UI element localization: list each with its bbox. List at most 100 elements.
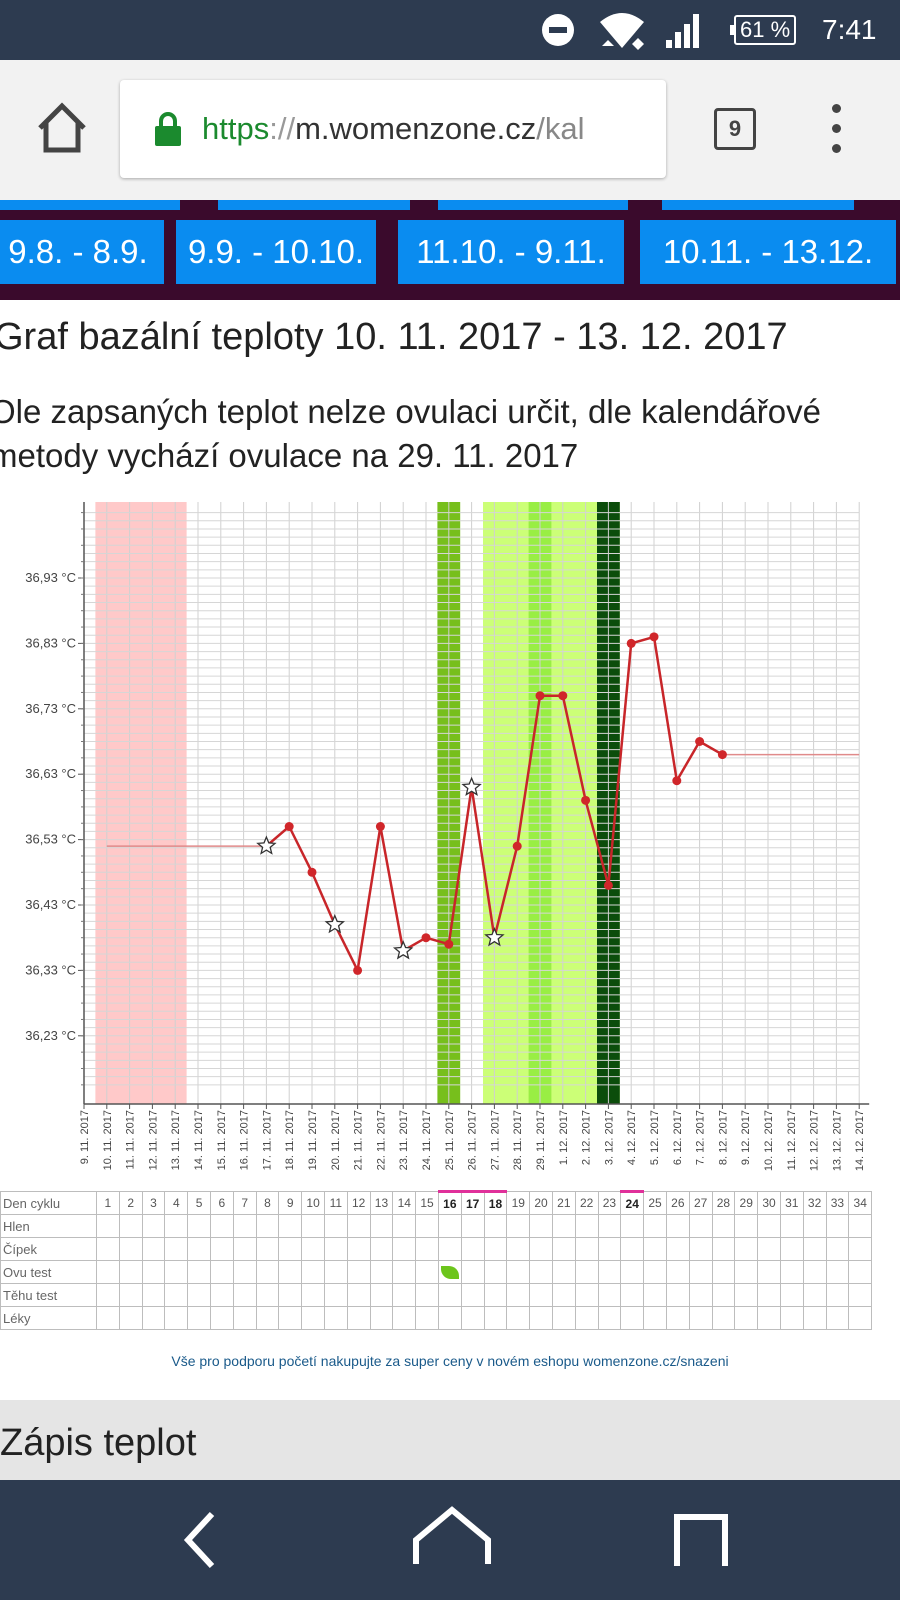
table-cell[interactable]	[483, 1237, 508, 1261]
cycle-day-cell[interactable]: 24	[620, 1190, 645, 1215]
table-cell[interactable]	[118, 1237, 143, 1261]
table-cell[interactable]	[643, 1260, 667, 1284]
table-cell[interactable]	[437, 1237, 462, 1261]
table-cell[interactable]	[437, 1214, 462, 1238]
table-cell[interactable]	[118, 1306, 143, 1330]
table-cell[interactable]	[711, 1283, 736, 1307]
table-cell[interactable]	[164, 1306, 189, 1330]
cycle-day-cell[interactable]: 11	[323, 1191, 348, 1215]
cycle-day-cell[interactable]: 23	[597, 1191, 622, 1215]
table-cell[interactable]	[369, 1260, 394, 1284]
table-cell[interactable]	[643, 1306, 667, 1330]
table-cell[interactable]	[529, 1283, 553, 1307]
tabs-icon[interactable]: 9	[714, 108, 756, 150]
table-cell[interactable]	[711, 1214, 736, 1238]
cycle-day-cell[interactable]: 21	[551, 1191, 576, 1215]
table-cell[interactable]	[141, 1306, 166, 1330]
cycle-day-cell[interactable]: 19	[506, 1191, 531, 1215]
table-cell[interactable]	[643, 1283, 667, 1307]
table-cell[interactable]	[483, 1283, 508, 1307]
table-cell[interactable]	[574, 1237, 599, 1261]
table-cell[interactable]	[346, 1260, 371, 1284]
table-cell[interactable]	[255, 1214, 280, 1238]
table-cell[interactable]	[551, 1283, 576, 1307]
cycle-day-cell[interactable]: 30	[757, 1191, 781, 1215]
table-cell[interactable]	[209, 1260, 234, 1284]
table-cell[interactable]	[460, 1260, 485, 1284]
table-cell[interactable]	[209, 1283, 234, 1307]
table-cell[interactable]	[734, 1306, 759, 1330]
table-cell[interactable]	[278, 1260, 303, 1284]
table-cell[interactable]	[255, 1237, 280, 1261]
table-cell[interactable]	[574, 1260, 599, 1284]
cycle-day-cell[interactable]: 10	[301, 1191, 325, 1215]
table-cell[interactable]	[301, 1260, 325, 1284]
cycle-day-cell[interactable]: 9	[278, 1191, 303, 1215]
cycle-day-cell[interactable]: 3	[141, 1191, 166, 1215]
table-cell[interactable]	[620, 1283, 645, 1307]
table-cell[interactable]	[848, 1283, 873, 1307]
table-cell[interactable]	[301, 1283, 325, 1307]
back-icon[interactable]	[180, 1510, 220, 1570]
overflow-menu-icon[interactable]	[826, 104, 846, 154]
table-cell[interactable]	[369, 1306, 394, 1330]
table-cell[interactable]	[688, 1306, 713, 1330]
table-cell[interactable]	[665, 1306, 690, 1330]
table-cell[interactable]	[665, 1214, 690, 1238]
table-cell[interactable]	[734, 1283, 759, 1307]
table-cell[interactable]	[620, 1260, 645, 1284]
cycle-day-cell[interactable]: 33	[825, 1191, 850, 1215]
table-cell[interactable]	[278, 1306, 303, 1330]
table-cell[interactable]	[415, 1283, 439, 1307]
table-cell[interactable]	[141, 1237, 166, 1261]
table-cell[interactable]	[734, 1260, 759, 1284]
table-cell[interactable]	[529, 1237, 553, 1261]
table-cell[interactable]	[141, 1214, 166, 1238]
table-cell[interactable]	[506, 1260, 531, 1284]
table-cell[interactable]	[688, 1260, 713, 1284]
cycle-day-cell[interactable]: 29	[734, 1191, 759, 1215]
table-cell[interactable]	[757, 1306, 781, 1330]
table-cell[interactable]	[141, 1260, 166, 1284]
table-cell[interactable]	[392, 1237, 417, 1261]
table-cell[interactable]	[323, 1260, 348, 1284]
cycle-day-cell[interactable]: 1	[96, 1191, 120, 1215]
table-cell[interactable]	[597, 1237, 622, 1261]
table-cell[interactable]	[392, 1306, 417, 1330]
table-cell[interactable]	[757, 1260, 781, 1284]
table-cell[interactable]	[597, 1306, 622, 1330]
cycle-day-cell[interactable]: 14	[392, 1191, 417, 1215]
table-cell[interactable]	[209, 1237, 234, 1261]
table-cell[interactable]	[665, 1237, 690, 1261]
table-cell[interactable]	[392, 1214, 417, 1238]
table-cell[interactable]	[848, 1260, 873, 1284]
table-cell[interactable]	[278, 1237, 303, 1261]
table-cell[interactable]	[483, 1306, 508, 1330]
table-cell[interactable]	[369, 1237, 394, 1261]
table-cell[interactable]	[187, 1260, 211, 1284]
table-cell[interactable]	[209, 1214, 234, 1238]
table-cell[interactable]	[392, 1260, 417, 1284]
table-cell[interactable]	[437, 1283, 462, 1307]
table-cell[interactable]	[96, 1306, 120, 1330]
table-cell[interactable]	[757, 1283, 781, 1307]
table-cell[interactable]	[620, 1214, 645, 1238]
table-cell[interactable]	[688, 1237, 713, 1261]
cycle-day-cell[interactable]: 27	[688, 1191, 713, 1215]
table-cell[interactable]	[141, 1283, 166, 1307]
cycle-day-cell[interactable]: 22	[574, 1191, 599, 1215]
table-cell[interactable]	[346, 1237, 371, 1261]
table-cell[interactable]	[96, 1237, 120, 1261]
table-cell[interactable]	[711, 1237, 736, 1261]
table-cell[interactable]	[597, 1283, 622, 1307]
table-cell[interactable]	[323, 1283, 348, 1307]
cycle-day-cell[interactable]: 7	[232, 1191, 257, 1215]
promo-link[interactable]: Vše pro podporu početí nakupujte za supe…	[171, 1353, 729, 1369]
table-cell[interactable]	[529, 1260, 553, 1284]
cycle-day-cell[interactable]: 17	[460, 1190, 485, 1215]
table-cell[interactable]	[779, 1283, 804, 1307]
table-cell[interactable]	[232, 1214, 257, 1238]
table-cell[interactable]	[779, 1214, 804, 1238]
cycle-button[interactable]: 9.9. - 10.10.	[176, 220, 376, 284]
cycle-day-cell[interactable]: 5	[187, 1191, 211, 1215]
